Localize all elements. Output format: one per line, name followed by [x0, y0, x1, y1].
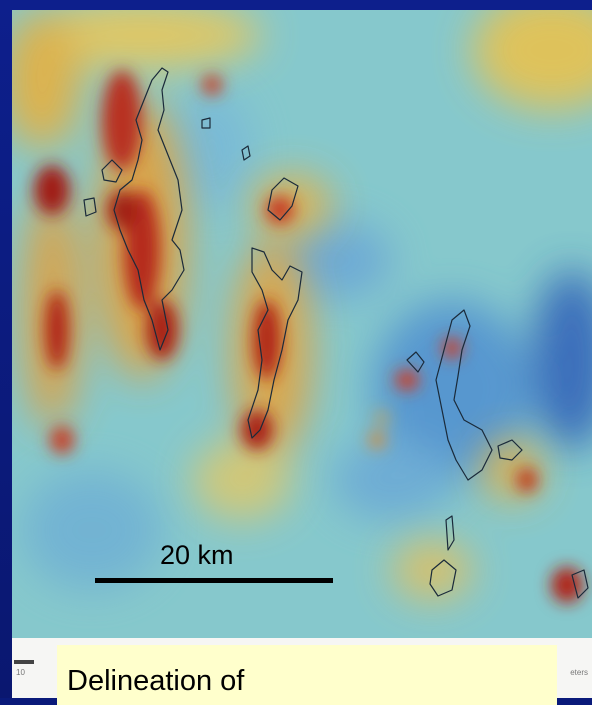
- strip-scale-mark: [14, 660, 34, 664]
- strip-left-text: 10: [16, 668, 25, 677]
- scale-label: 20 km: [160, 540, 234, 570]
- anomaly-map-image: [12, 10, 592, 638]
- strip-right-text: eters: [570, 668, 588, 677]
- caption-box: Delineation of: [57, 645, 557, 705]
- anomaly-map: 20 km: [12, 10, 592, 638]
- scale-bar: [95, 578, 333, 583]
- caption-text: Delineation of: [67, 665, 245, 697]
